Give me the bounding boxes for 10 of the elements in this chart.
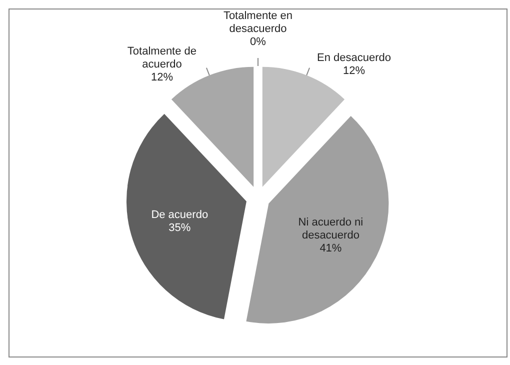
data-label: 12% — [150, 72, 174, 84]
data-label: 35% — [168, 222, 191, 234]
slice-label: En desacuerdo — [317, 52, 392, 64]
slice-label: Ni acuerdo ni desacuerdo — [298, 216, 364, 242]
data-label: 12% — [342, 65, 366, 78]
slice-label: Totalmente de acuerdo — [127, 46, 197, 71]
text: 0% — [250, 36, 266, 48]
slice-label: De acuerdo — [151, 208, 208, 221]
data-label: 41% — [320, 242, 342, 255]
category-label: Totalmente en desacuerdo — [223, 10, 293, 35]
